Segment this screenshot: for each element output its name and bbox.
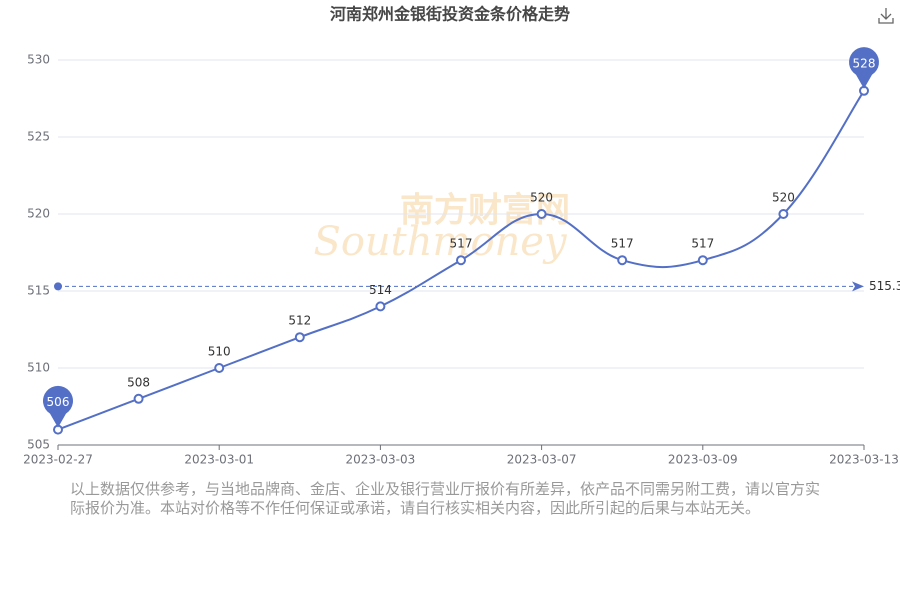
point bbox=[294, 332, 305, 343]
y-tick-label: 505 bbox=[27, 438, 50, 452]
point bbox=[617, 255, 628, 266]
mean-start bbox=[54, 282, 62, 291]
mean-label: 515.3 bbox=[869, 279, 900, 293]
point bbox=[536, 209, 547, 219]
point bbox=[697, 255, 708, 266]
disclaimer: 以上数据仅供参考，与当地品牌商、金店、企业及银行营业厅报价有所差异，依产品不同需… bbox=[70, 480, 821, 517]
value-label: 517 bbox=[611, 237, 634, 251]
x-tick-label: 2023-03-03 bbox=[346, 453, 416, 467]
mean-arrow bbox=[852, 281, 864, 292]
value-label: 520 bbox=[772, 191, 795, 205]
chart-title: 河南郑州金银街投资金条价格走势 bbox=[330, 5, 570, 24]
point bbox=[375, 301, 386, 312]
y-tick-label: 510 bbox=[27, 361, 50, 375]
point bbox=[214, 363, 225, 373]
value-label: 514 bbox=[369, 283, 392, 297]
x-tick-label: 2023-02-27 bbox=[23, 453, 93, 467]
value-label: 508 bbox=[127, 375, 150, 389]
point bbox=[456, 255, 466, 266]
value-label: 517 bbox=[450, 237, 473, 251]
x-tick-label: 2023-03-01 bbox=[184, 453, 254, 467]
extreme-label: 506 bbox=[47, 395, 70, 409]
point bbox=[133, 393, 144, 404]
y-tick-label: 520 bbox=[27, 207, 50, 221]
watermark-en: Southmoney bbox=[313, 219, 568, 265]
y-tick-label: 515 bbox=[27, 284, 50, 298]
x-tick-label: 2023-03-13 bbox=[829, 453, 899, 467]
x-tick-label: 2023-03-09 bbox=[668, 453, 738, 467]
download-icon[interactable] bbox=[878, 8, 894, 24]
x-tick-label: 2023-03-07 bbox=[507, 453, 577, 467]
y-tick-label: 530 bbox=[27, 53, 50, 67]
price-line bbox=[57, 90, 865, 431]
y-tick-label: 525 bbox=[27, 130, 50, 144]
value-label: 517 bbox=[691, 237, 714, 251]
extreme-pin bbox=[849, 47, 879, 89]
point bbox=[778, 209, 789, 219]
value-label: 520 bbox=[530, 191, 553, 205]
value-label: 510 bbox=[208, 345, 231, 359]
extreme-pin bbox=[43, 385, 73, 428]
value-label: 512 bbox=[288, 314, 311, 328]
extreme-label: 528 bbox=[853, 56, 876, 70]
